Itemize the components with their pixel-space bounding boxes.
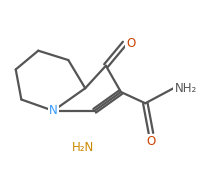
Text: O: O [146,135,156,148]
Text: N: N [49,104,58,117]
Text: H₂N: H₂N [72,141,94,154]
Text: O: O [126,37,135,50]
Text: NH₂: NH₂ [175,82,197,95]
